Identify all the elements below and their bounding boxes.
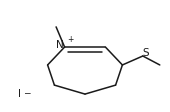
Text: +: + [67, 35, 74, 44]
Text: −: − [23, 88, 30, 97]
Text: I: I [18, 88, 21, 99]
Text: N: N [56, 40, 64, 50]
Text: S: S [142, 48, 149, 58]
